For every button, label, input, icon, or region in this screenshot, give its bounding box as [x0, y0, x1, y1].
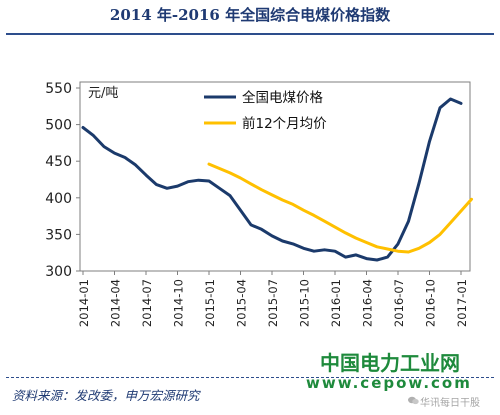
x-tick-label: 2016-10 [424, 279, 438, 327]
legend-label-1: 全国电煤价格 [242, 89, 323, 106]
x-tick-label: 2015-01 [203, 279, 217, 327]
page-title: 2014 年-2016 年全国综合电煤价格指数 [109, 6, 391, 24]
y-tick-label: 500 [45, 118, 72, 134]
x-tick-label: 2014-10 [172, 279, 186, 327]
wechat-icon [408, 396, 419, 405]
source-note: 资料来源：发改委，申万宏源研究 [12, 388, 200, 403]
y-tick-label: 350 [45, 227, 72, 243]
y-tick-label: 550 [45, 81, 72, 97]
watermark-brand: 华讯每日干股 [420, 398, 480, 409]
x-tick-label: 2014-04 [109, 279, 123, 327]
x-tick-label: 2016-07 [392, 279, 406, 327]
y-tick-label: 400 [45, 191, 72, 207]
plot-frame [79, 81, 471, 272]
series-line-2 [207, 162, 473, 254]
chart-axes: 300 350 400 450 500 550 2014-01 2014-04 2014-07 2… [45, 81, 471, 327]
x-tick-label: 2015-10 [298, 279, 312, 327]
watermark-site-name: 中国电力工业网 [320, 351, 460, 375]
x-tick-label: 2014-01 [77, 279, 91, 327]
x-tick-label: 2016-04 [361, 279, 375, 327]
legend-label-2: 前12个月均价 [242, 115, 327, 132]
series-line-1 [81, 97, 463, 262]
title-divider [6, 33, 494, 35]
x-tick-label: 2015-04 [235, 279, 249, 327]
y-axis-label: 元/吨 [88, 86, 118, 101]
x-tick-label: 2016-01 [329, 279, 343, 327]
watermark-url: www.cepow.com [306, 374, 472, 392]
x-tick-label: 2017-01 [455, 279, 469, 327]
y-tick-label: 450 [45, 154, 72, 170]
y-tick-label: 300 [45, 264, 72, 280]
footer-divider [6, 377, 494, 378]
x-tick-label: 2015-07 [266, 279, 280, 327]
chart-series [81, 97, 473, 262]
x-tick-label: 2014-07 [140, 279, 154, 327]
